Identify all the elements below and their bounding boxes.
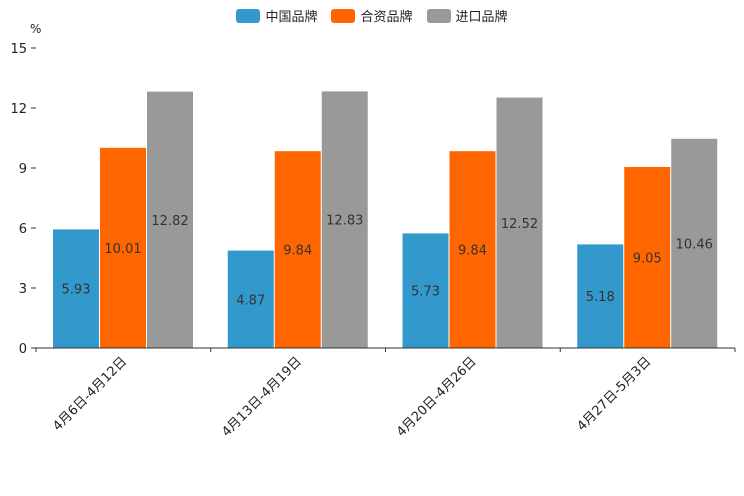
data-label: 9.84 (458, 244, 487, 259)
data-label: 9.84 (283, 244, 312, 259)
data-label: 9.05 (633, 252, 662, 267)
bar (100, 147, 146, 348)
legend-swatch-jv (331, 8, 356, 23)
legend-item-china[interactable]: 中国品牌 (236, 6, 317, 25)
bar (321, 91, 368, 349)
legend-item-import[interactable]: 进口品牌 (426, 6, 508, 25)
data-label: 4.87 (236, 293, 265, 308)
legend-item-jv[interactable]: 合资品牌 (331, 6, 413, 25)
data-label: 5.93 (62, 283, 91, 298)
y-tick-label: 6 (19, 222, 27, 237)
data-label: 12.83 (326, 214, 363, 229)
y-tick-label: 3 (19, 282, 27, 297)
y-tick-label: 12 (10, 102, 27, 117)
bar (624, 167, 671, 348)
bar (496, 97, 543, 348)
legend-label-jv: 合资品牌 (360, 10, 413, 25)
y-tick-label: 15 (10, 42, 27, 57)
bar (53, 229, 99, 348)
legend-label-import: 进口品牌 (455, 10, 508, 25)
y-unit-label: % (30, 22, 42, 36)
legend-swatch-china (236, 8, 261, 23)
x-tick-label: 4月6日-4月12日 (50, 354, 130, 434)
x-tick-label: 4月27日-5月3日 (575, 354, 655, 434)
bar (402, 233, 449, 348)
bar (449, 151, 496, 348)
data-label: 10.01 (104, 242, 141, 257)
y-tick-label: 9 (19, 162, 27, 177)
legend: 中国品牌 合资品牌 进口品牌 (0, 6, 744, 25)
data-label: 12.52 (501, 217, 538, 232)
x-tick-label: 4月20日-4月26日 (394, 354, 480, 440)
x-tick-label: 4月13日-4月19日 (219, 354, 305, 440)
data-label: 5.18 (586, 290, 615, 305)
data-label: 5.73 (411, 285, 440, 300)
bar (274, 151, 321, 348)
bar (671, 138, 718, 348)
legend-label-china: 中国品牌 (265, 10, 318, 25)
bar (227, 250, 274, 348)
bar (147, 91, 193, 348)
bar (577, 244, 624, 348)
data-label: 12.82 (151, 214, 188, 229)
y-tick-label: 0 (19, 342, 27, 357)
data-label: 10.46 (676, 237, 713, 252)
legend-swatch-import (426, 8, 451, 23)
